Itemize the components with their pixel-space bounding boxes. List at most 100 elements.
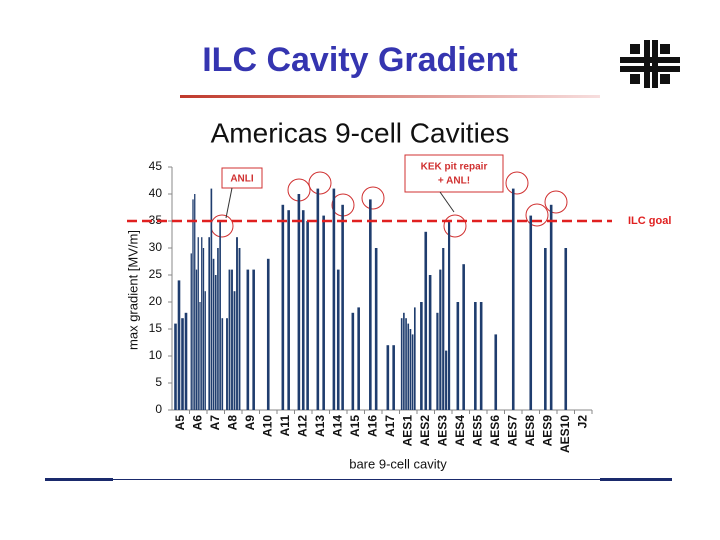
x-tick-label: AES5 — [470, 415, 484, 447]
bar — [420, 302, 423, 410]
bar — [197, 237, 199, 410]
bar — [199, 302, 201, 410]
x-tick-label: AES4 — [453, 415, 467, 447]
bar — [511, 188, 515, 410]
footer-rule — [113, 479, 600, 480]
x-tick-label: A15 — [348, 415, 362, 437]
bar — [201, 237, 203, 410]
bar — [236, 237, 238, 410]
y-tick-label: 35 — [149, 213, 163, 227]
bar — [351, 312, 355, 410]
x-tick-label: A13 — [313, 415, 327, 437]
x-tick-label: A10 — [260, 415, 274, 437]
bar — [357, 307, 360, 410]
circles — [210, 171, 568, 238]
pointer — [439, 191, 455, 213]
bar — [190, 253, 192, 410]
annotation: ANLI — [230, 174, 254, 185]
bar — [174, 323, 177, 410]
bar — [228, 269, 231, 410]
bar — [177, 280, 181, 410]
chart-title: Americas 9-cell Cavities — [211, 117, 510, 148]
bar — [549, 204, 553, 410]
y-tick-label: 25 — [149, 267, 163, 281]
bar — [316, 188, 320, 410]
bar — [221, 318, 224, 410]
x-tick-label: AES3 — [435, 415, 449, 447]
y-axis-label: max gradient [MV/m] — [125, 230, 140, 350]
bar — [447, 221, 451, 410]
annotation-box — [221, 167, 263, 189]
x-tick-label: AES6 — [488, 415, 502, 447]
x-tick-label: A14 — [330, 415, 344, 437]
annotation: KEK pit repair — [421, 162, 488, 173]
x-tick-label: A9 — [243, 415, 257, 431]
bar — [374, 248, 378, 410]
y-tick-label: 10 — [149, 348, 163, 362]
bar — [208, 237, 211, 410]
bar — [219, 221, 221, 410]
bar — [386, 345, 390, 410]
x-tick-label: A7 — [208, 415, 222, 431]
x-tick-label: AES8 — [523, 415, 537, 447]
bar — [184, 312, 188, 410]
x-tick-label: J2 — [575, 415, 589, 429]
bar — [494, 334, 498, 410]
bar — [413, 307, 416, 410]
logo — [620, 40, 680, 88]
bar — [194, 194, 196, 410]
bar — [210, 188, 213, 410]
x-tick-label: AES1 — [400, 415, 414, 447]
bar — [195, 269, 198, 410]
bar — [462, 264, 465, 410]
bar — [217, 248, 219, 410]
y-tick-label: 15 — [149, 321, 163, 335]
y-tick-label: 20 — [149, 294, 163, 308]
bar — [202, 248, 205, 410]
bar — [322, 215, 325, 410]
y-tick-label: 5 — [155, 375, 162, 389]
bar — [409, 329, 412, 410]
bar — [204, 291, 206, 410]
bar — [301, 210, 305, 410]
bar — [474, 302, 477, 410]
y-tick-label: 0 — [155, 402, 162, 416]
bar — [297, 194, 301, 410]
bar — [529, 215, 533, 410]
x-tick-label: AES10 — [558, 415, 572, 453]
x-axis-label: bare 9-cell cavity — [349, 456, 447, 471]
slide-title: ILC Cavity Gradient — [202, 41, 518, 79]
bar — [336, 269, 340, 410]
y-tick-label: 40 — [149, 186, 163, 200]
x-tick-label: A16 — [365, 415, 379, 437]
bar — [281, 204, 285, 410]
bar — [544, 248, 547, 410]
x-tick-label: A12 — [295, 415, 309, 437]
bar — [411, 334, 414, 410]
bar — [407, 323, 410, 410]
bar — [445, 350, 448, 410]
x-tick-label: A17 — [383, 415, 397, 437]
bar — [266, 258, 270, 410]
bar — [403, 312, 405, 410]
x-tick-label: A5 — [173, 415, 187, 431]
bar — [392, 345, 395, 410]
title-rule — [180, 95, 600, 98]
bar — [369, 199, 372, 410]
bar — [436, 312, 439, 410]
bar — [246, 269, 250, 410]
x-tick-label: A11 — [278, 415, 292, 437]
x-tick-label: AES9 — [540, 415, 554, 447]
bar — [405, 318, 407, 410]
bar — [231, 269, 233, 410]
bar — [214, 275, 217, 410]
bar — [332, 188, 336, 410]
y-tick-label: 30 — [149, 240, 163, 254]
y-tick-label: 45 — [149, 159, 163, 173]
annotation-box — [404, 154, 504, 193]
bar — [192, 199, 194, 410]
bar — [442, 248, 445, 410]
bar — [287, 210, 290, 410]
bar — [212, 258, 215, 410]
